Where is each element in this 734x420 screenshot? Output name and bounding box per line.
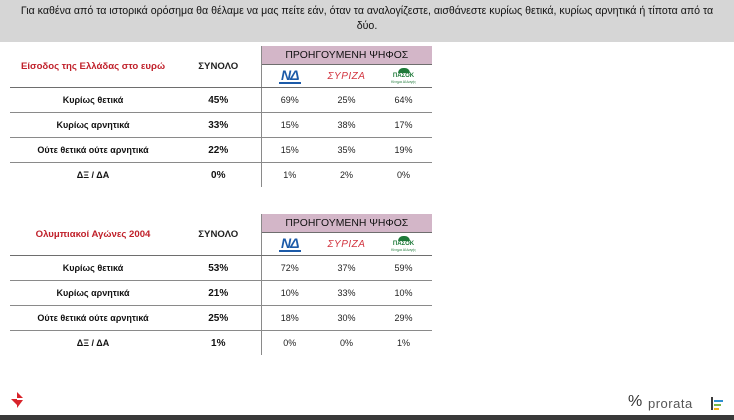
previous-vote-header: ΠΡΟΗΓΟΥΜΕΝΗ ΨΗΦΟΣ <box>261 46 433 65</box>
pasok-logo-icon: ΠΑΣΟΚ Κίνημα Αλλαγής <box>375 64 433 88</box>
percent-icon: % <box>628 393 643 410</box>
table-row: Κυρίως αρνητικά 33% 15% 38% 17% <box>10 112 433 138</box>
nd-logo-icon: ΝΔ <box>261 64 318 88</box>
results-table-euro: Είσοδος της Ελλάδας στο ευρώ ΣΥΝΟΛΟ ΠΡΟΗ… <box>10 46 433 187</box>
table-row: Κυρίως θετικά 53% 72% 37% 59% <box>10 255 433 281</box>
topic-label: Είσοδος της Ελλάδας στο ευρώ <box>10 46 176 88</box>
total-value: 1% <box>176 330 262 355</box>
nd-value: 18% <box>261 305 318 331</box>
syriza-value: 38% <box>318 112 375 138</box>
total-value: 22% <box>176 137 262 163</box>
prorata-bars-icon <box>711 397 723 410</box>
table-row: Κυρίως αρνητικά 21% 10% 33% 10% <box>10 280 433 306</box>
total-value: 53% <box>176 255 262 281</box>
question-text: Για καθένα από τα ιστορικά ορόσημα θα θέ… <box>20 5 714 32</box>
syriza-value: 35% <box>318 137 375 163</box>
previous-vote-header: ΠΡΟΗΓΟΥΜΕΝΗ ΨΗΦΟΣ <box>261 214 433 233</box>
pasok-value: 59% <box>375 255 433 281</box>
total-value: 21% <box>176 280 262 306</box>
syriza-value: 37% <box>318 255 375 281</box>
table-row: Ούτε θετικά ούτε αρνητικά 25% 18% 30% 29… <box>10 305 433 331</box>
nd-value: 72% <box>261 255 318 281</box>
results-table-olympics: Ολυμπιακοί Αγώνες 2004 ΣΥΝΟΛΟ ΠΡΟΗΓΟΥΜΕΝ… <box>10 214 433 355</box>
footer-bar <box>0 415 734 420</box>
topic-label: Ολυμπιακοί Αγώνες 2004 <box>10 214 176 256</box>
table-header-row: Ολυμπιακοί Αγώνες 2004 ΣΥΝΟΛΟ ΠΡΟΗΓΟΥΜΕΝ… <box>10 214 433 256</box>
nd-logo-icon: ΝΔ <box>261 232 318 256</box>
nd-value: 69% <box>261 87 318 113</box>
syriza-value: 0% <box>339 338 353 348</box>
prorata-logo: prorata <box>648 396 693 411</box>
total-column-label: ΣΥΝΟΛΟ <box>176 214 262 256</box>
nd-value: 10% <box>261 280 318 306</box>
pasok-value: 1% <box>397 338 411 348</box>
table-row: Κυρίως θετικά 45% 69% 25% 64% <box>10 87 433 113</box>
pasok-value: 0% <box>397 170 411 180</box>
row-label: Κυρίως αρνητικά <box>10 280 176 306</box>
syriza-value: 33% <box>318 280 375 306</box>
tatsiz-logo-icon <box>11 392 23 408</box>
table-row: Ούτε θετικά ούτε αρνητικά 22% 15% 35% 19… <box>10 137 433 163</box>
pasok-value: 29% <box>375 305 433 331</box>
total-value: 33% <box>176 112 262 138</box>
row-label: Ούτε θετικά ούτε αρνητικά <box>10 137 176 163</box>
pasok-value: 64% <box>375 87 433 113</box>
total-value: 45% <box>176 87 262 113</box>
party-logo-row: ΝΔ ΣΥΡΙΖΑ ΠΑΣΟΚ Κίνημα Αλλαγής <box>10 64 433 88</box>
row-label: Κυρίως θετικά <box>10 255 176 281</box>
table-row: ΔΞ / ΔΑ 0% 1% 2% 0% <box>10 162 432 187</box>
row-label: Κυρίως αρνητικά <box>10 112 176 138</box>
nd-value: 1% <box>283 170 297 180</box>
syriza-logo-icon: ΣΥΡΙΖΑ <box>318 232 375 256</box>
table-header-row: Είσοδος της Ελλάδας στο ευρώ ΣΥΝΟΛΟ ΠΡΟΗ… <box>10 46 433 88</box>
row-label: Κυρίως θετικά <box>10 87 176 113</box>
total-value: 0% <box>176 162 262 187</box>
row-label: ΔΞ / ΔΑ <box>76 338 110 348</box>
row-label: ΔΞ / ΔΑ <box>76 170 110 180</box>
nd-value: 15% <box>261 137 318 163</box>
party-logo-row: ΝΔ ΣΥΡΙΖΑ ΠΑΣΟΚ Κίνημα Αλλαγής <box>10 232 433 256</box>
pasok-value: 10% <box>375 280 433 306</box>
row-label: Ούτε θετικά ούτε αρνητικά <box>10 305 176 331</box>
total-value: 25% <box>176 305 262 331</box>
question-header: Για καθένα από τα ιστορικά ορόσημα θα θέ… <box>0 0 734 42</box>
syriza-value: 2% <box>339 170 353 180</box>
syriza-value: 25% <box>318 87 375 113</box>
syriza-logo-icon: ΣΥΡΙΖΑ <box>318 64 375 88</box>
pasok-value: 17% <box>375 112 433 138</box>
table-row: ΔΞ / ΔΑ 1% 0% 0% 1% <box>10 330 432 355</box>
nd-value: 0% <box>283 338 297 348</box>
total-column-label: ΣΥΝΟΛΟ <box>176 46 262 88</box>
pasok-logo-icon: ΠΑΣΟΚ Κίνημα Αλλαγής <box>375 232 433 256</box>
syriza-value: 30% <box>318 305 375 331</box>
nd-value: 15% <box>261 112 318 138</box>
pasok-value: 19% <box>375 137 433 163</box>
